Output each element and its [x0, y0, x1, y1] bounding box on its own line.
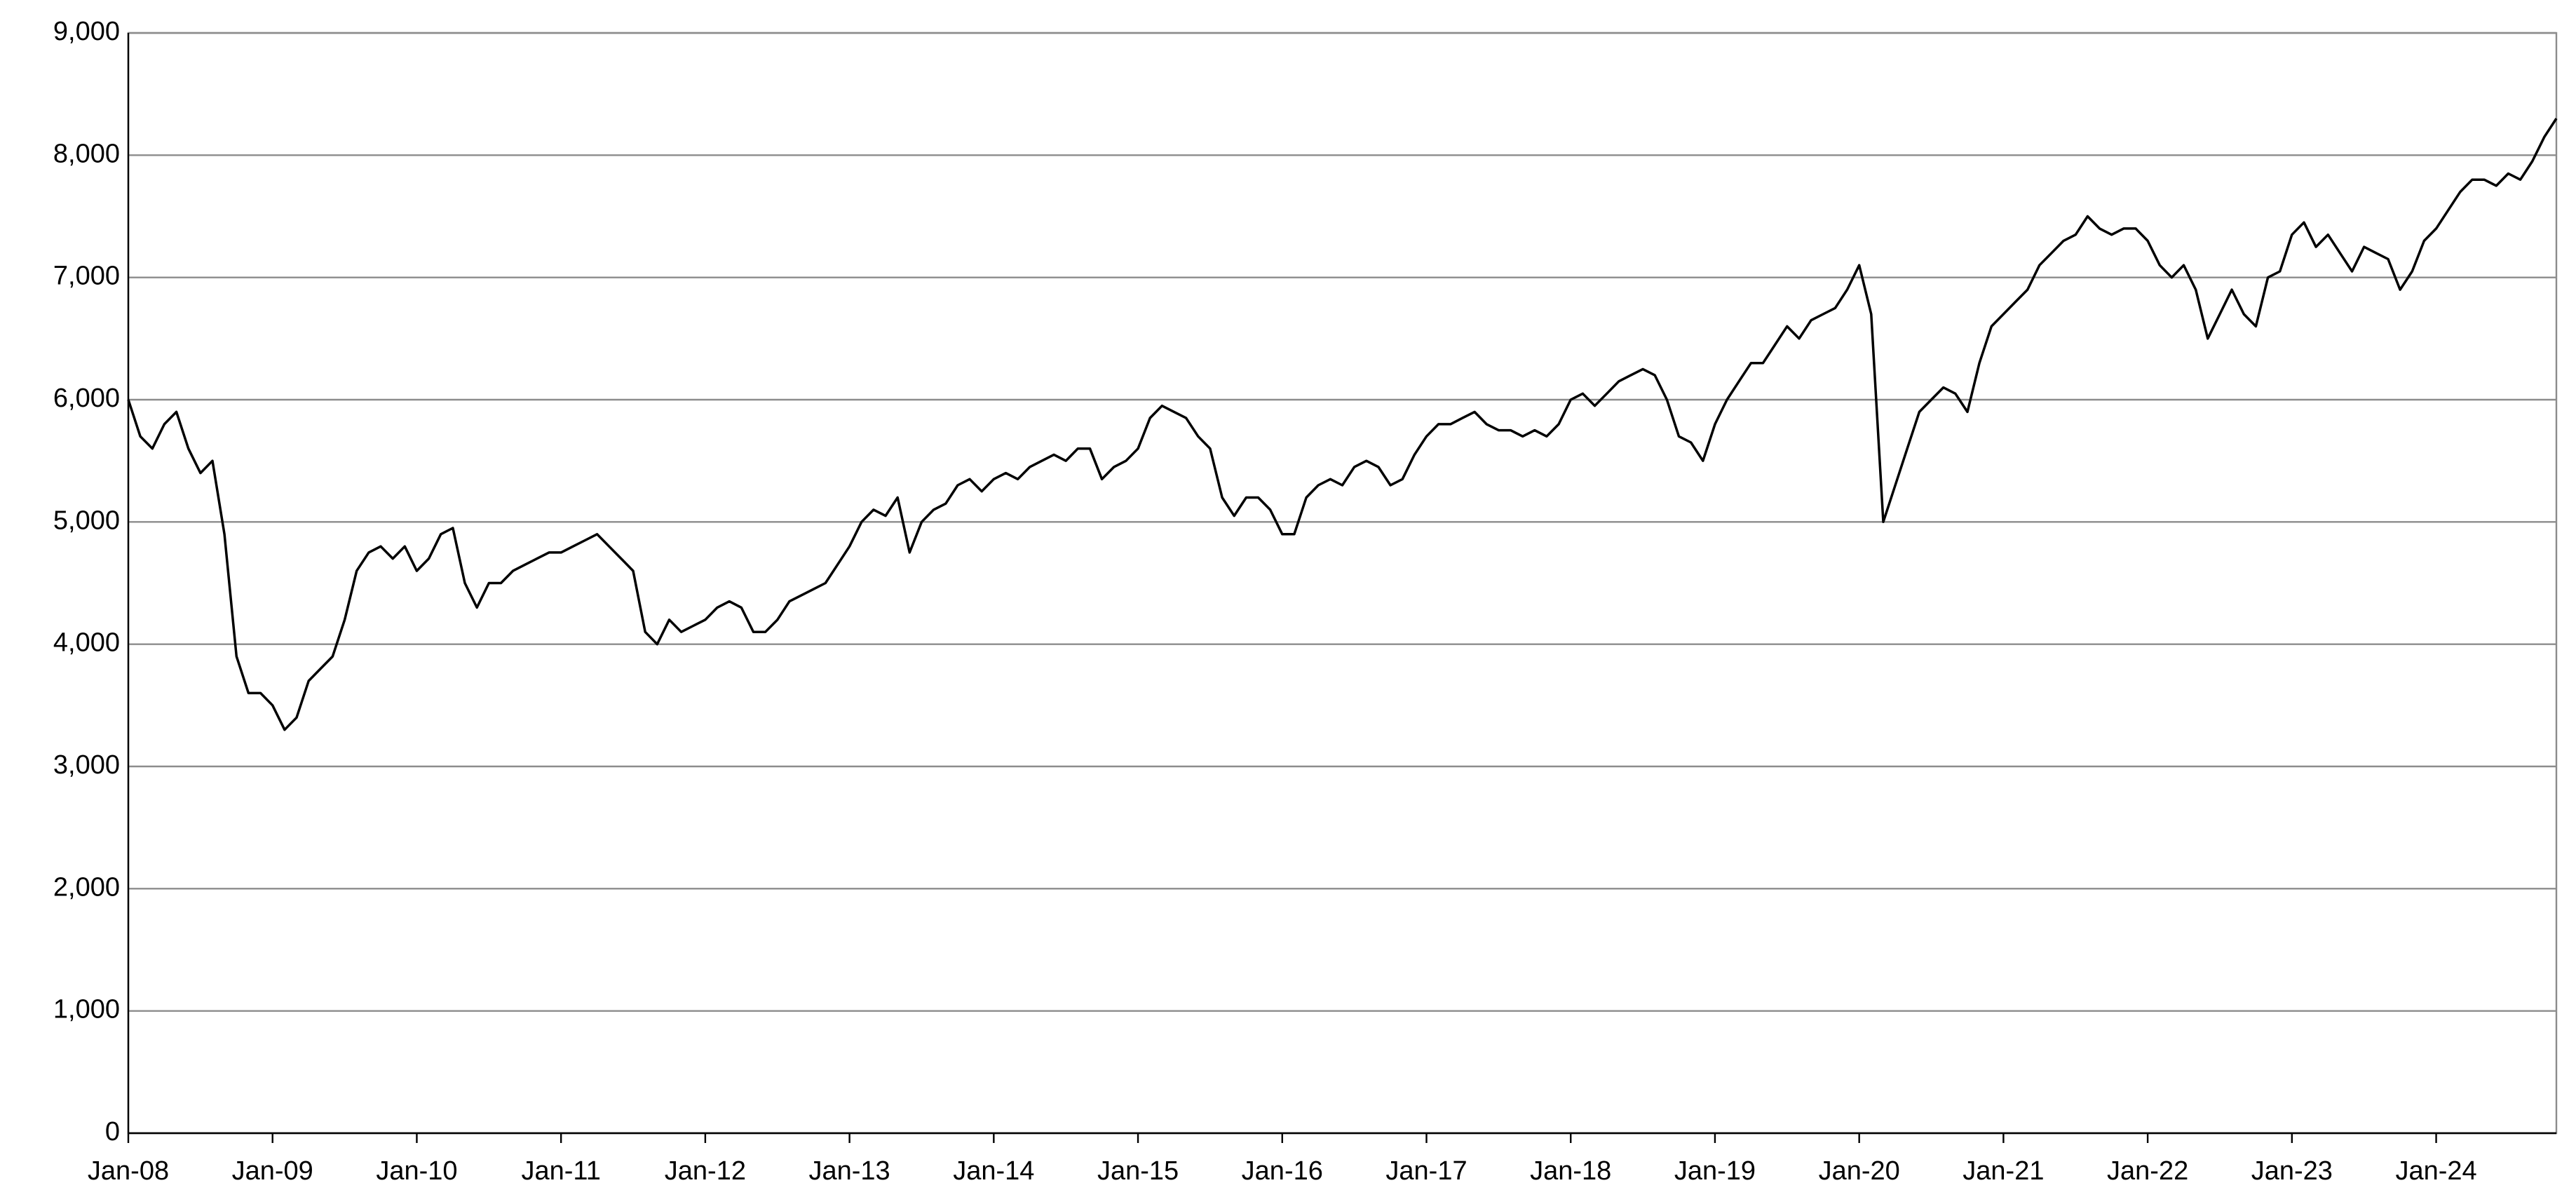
x-tick-label: Jan-17: [1385, 1156, 1467, 1186]
x-tick-label: Jan-22: [2107, 1156, 2188, 1186]
x-tick-label: Jan-19: [1674, 1156, 1756, 1186]
y-tick-label: 7,000: [53, 262, 120, 291]
x-tick-label: Jan-09: [232, 1156, 313, 1186]
y-tick-label: 1,000: [53, 995, 120, 1024]
series-line: [127, 118, 2558, 731]
x-tick-label: Jan-14: [953, 1156, 1034, 1186]
y-tick-label: 9,000: [53, 17, 120, 46]
x-tick-label: Jan-20: [1819, 1156, 1900, 1186]
x-tick-label: Jan-23: [2251, 1156, 2333, 1186]
y-tick-label: 5,000: [53, 506, 120, 535]
y-tick-label: 0: [105, 1117, 120, 1146]
x-tick-label: Jan-24: [2395, 1156, 2476, 1186]
y-tick-label: 8,000: [53, 139, 120, 168]
x-tick-label: Jan-10: [376, 1156, 457, 1186]
y-tick-label: 3,000: [53, 750, 120, 780]
x-tick-label: Jan-18: [1530, 1156, 1611, 1186]
x-tick-label: Jan-08: [88, 1156, 169, 1186]
x-tick-label: Jan-11: [521, 1156, 600, 1186]
x-tick-label: Jan-16: [1242, 1156, 1323, 1186]
x-tick-label: Jan-12: [665, 1156, 746, 1186]
y-tick-label: 6,000: [53, 384, 120, 413]
y-tick-label: 4,000: [53, 628, 120, 658]
x-tick-label: Jan-15: [1097, 1156, 1179, 1186]
x-tick-label: Jan-13: [809, 1156, 890, 1186]
x-tick-label: Jan-21: [1962, 1156, 2044, 1186]
y-tick-label: 2,000: [53, 872, 120, 902]
